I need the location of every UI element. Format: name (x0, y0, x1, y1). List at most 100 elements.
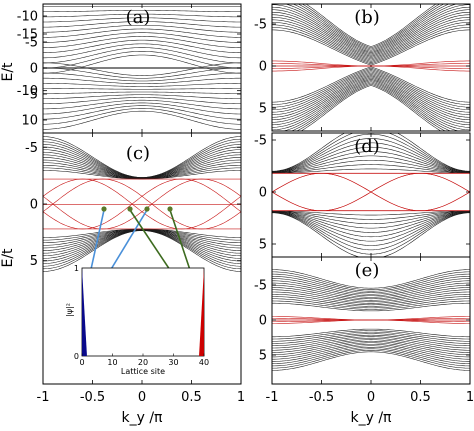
x-tick-label: 1 (466, 390, 474, 405)
band-line (43, 39, 241, 53)
band-line (272, 133, 470, 172)
band-line (272, 9, 470, 56)
y-tick-label: 5 (259, 349, 267, 364)
band-line (296, 83, 446, 131)
band-line (272, 11, 470, 57)
band-line (301, 4, 441, 49)
bulk-bands-e (272, 269, 470, 371)
band-line (43, 62, 241, 76)
band-line (272, 75, 470, 121)
band-line (272, 29, 470, 66)
band-line (272, 80, 470, 131)
band-line (272, 24, 470, 63)
band-line (43, 94, 241, 99)
edge-state-marker (127, 206, 133, 212)
band-line (272, 351, 470, 371)
band-line (272, 289, 470, 303)
band-line (272, 72, 470, 115)
band-line (272, 343, 470, 360)
band-line (272, 133, 470, 172)
y-tick-label: -5 (254, 134, 267, 149)
band-line (272, 212, 470, 251)
band-line (43, 43, 241, 59)
panel-label-e: (e) (355, 260, 380, 281)
band-line (272, 346, 470, 364)
band-line (272, 348, 470, 367)
band-line (282, 81, 460, 131)
band-line (272, 345, 470, 362)
x-tick-label: 0.5 (181, 390, 202, 405)
band-line (43, 136, 241, 178)
y-tick-label: -5 (25, 141, 38, 156)
band-line (272, 70, 470, 110)
band-line (272, 76, 470, 123)
band-line (43, 24, 241, 33)
band-line (272, 78, 470, 128)
y-tick-label: 0 (30, 198, 38, 213)
y-tick-label: -10 (17, 84, 38, 99)
y-axis-label: E/t (0, 248, 16, 268)
band-line (305, 4, 437, 47)
bulk-bands-b (272, 4, 470, 131)
band-line (272, 27, 470, 65)
edge-state-marker (101, 206, 107, 212)
band-line (43, 36, 241, 48)
edge-state-line (42, 178, 242, 230)
band-line (272, 210, 470, 220)
band-line (272, 211, 470, 246)
band-line (297, 4, 445, 50)
band-line (272, 280, 470, 297)
band-line (272, 334, 470, 347)
band-line (43, 229, 241, 254)
band-line (43, 47, 241, 64)
band-line (272, 71, 470, 113)
edge-state-line (271, 172, 471, 212)
band-line (272, 269, 470, 289)
y-tick-label: -10 (17, 10, 38, 25)
x-axis-label: k_y /π (351, 410, 393, 426)
x-tick-label: -0.5 (80, 390, 105, 405)
band-line (272, 342, 470, 358)
band-line (272, 211, 470, 229)
band-line (43, 72, 241, 82)
band-line (272, 273, 470, 292)
band-line (43, 54, 241, 74)
y-tick-label: 5 (30, 88, 38, 103)
band-line (300, 85, 442, 131)
band-line (272, 278, 470, 295)
inset-y-tick-label: 1 (74, 264, 79, 273)
band-line (272, 337, 470, 351)
band-line (272, 67, 470, 105)
band-line (272, 333, 470, 344)
inset-x-tick-label: 0 (79, 358, 84, 367)
band-line (272, 4, 470, 54)
band-line (43, 51, 241, 69)
band-line (272, 287, 470, 301)
edge-states-c (42, 178, 242, 230)
inset-x-tick-label: 10 (107, 358, 117, 367)
band-line (272, 271, 470, 290)
band-line (272, 336, 470, 349)
band-line (43, 108, 241, 125)
band-line (43, 97, 241, 105)
edge-state-line (42, 178, 242, 230)
band-line (43, 10, 241, 13)
band-line (292, 4, 450, 51)
x-tick-label: 1 (237, 390, 245, 405)
band-line (43, 17, 241, 23)
band-line (272, 142, 470, 173)
y-axis-label: E/t (0, 62, 16, 82)
band-line (43, 110, 241, 130)
band-line (272, 73, 470, 118)
band-line (272, 146, 470, 173)
edge-state-marker (167, 206, 173, 212)
bulk-bands-a (43, 6, 241, 130)
band-line (272, 155, 470, 173)
band-line (43, 91, 241, 94)
band-line (272, 211, 470, 238)
x-tick-label: 0 (138, 390, 146, 405)
inset-x-tick-label: 40 (199, 358, 209, 367)
band-line (43, 28, 241, 38)
x-tick-label: 0 (367, 390, 375, 405)
